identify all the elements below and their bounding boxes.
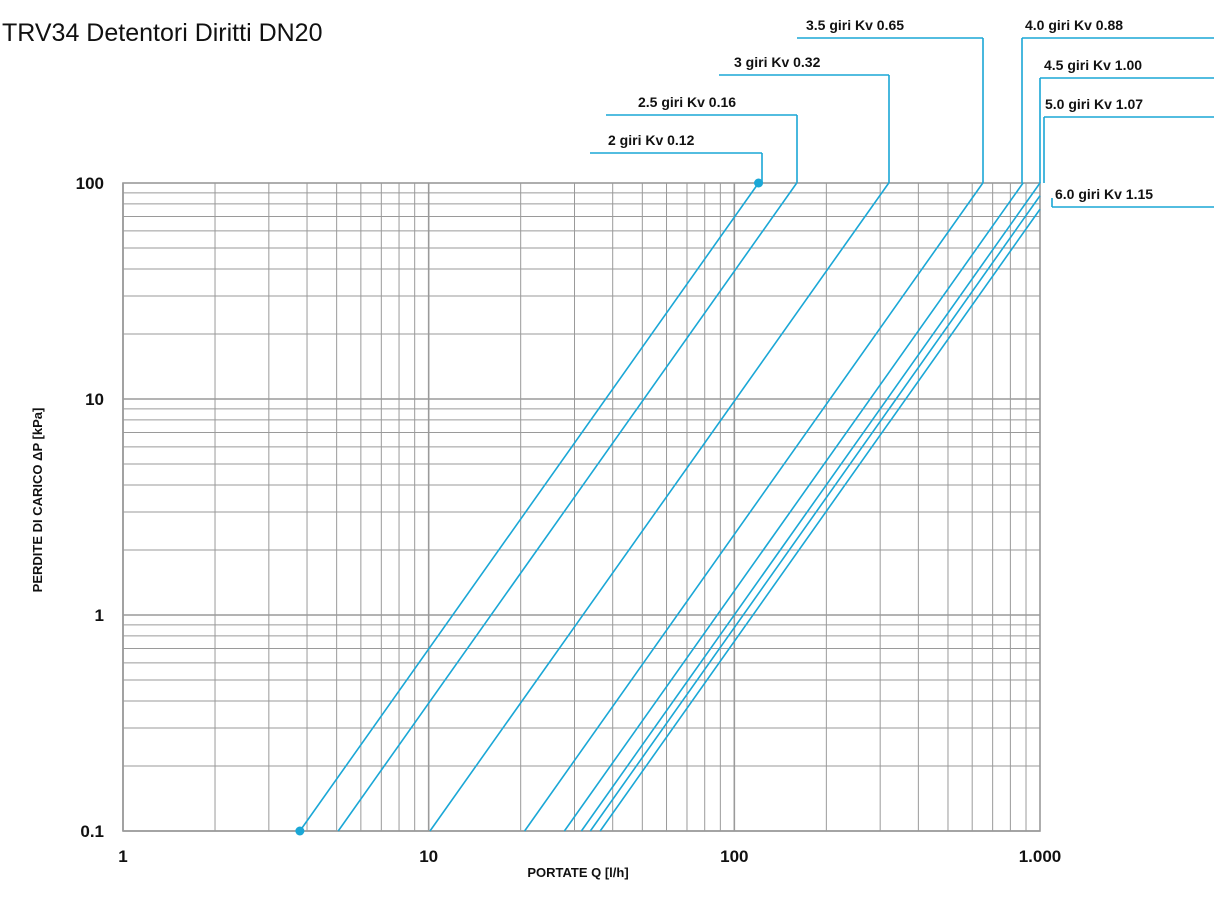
series-lines <box>299 182 1041 832</box>
plot-frame <box>122 182 1041 832</box>
y-tick-label: 1 <box>95 606 104 625</box>
series-line <box>523 182 984 832</box>
chart-title: TRV34 Detentori Diritti DN20 <box>2 19 322 47</box>
series-labels: 2 giri Kv 0.12 2.5 giri Kv 0.16 3 giri Kv … <box>608 17 1153 202</box>
grid <box>122 182 1041 832</box>
series-label: 4.0 giri Kv 0.88 <box>1025 17 1123 33</box>
series-label: 2 giri Kv 0.12 <box>608 132 695 148</box>
series-label: 6.0 giri Kv 1.15 <box>1055 186 1153 202</box>
x-tick-label: 100 <box>720 847 748 866</box>
series-markers <box>295 178 764 836</box>
series-line <box>429 182 890 832</box>
y-tick-label: 100 <box>76 174 104 193</box>
series-label: 3.5 giri Kv 0.65 <box>806 17 904 33</box>
series-line <box>580 182 1041 832</box>
series-line <box>563 182 1024 832</box>
series-line <box>599 208 1041 832</box>
y-tick-label: 10 <box>85 390 104 409</box>
series-label: 3 giri Kv 0.32 <box>734 54 821 70</box>
y-tick-label: 0.1 <box>80 822 104 841</box>
x-tick-label: 1 <box>118 847 127 866</box>
x-axis-label: PORTATE Q [l/h] <box>527 865 628 880</box>
series-marker <box>295 826 305 836</box>
series-label-leaders <box>590 37 1214 208</box>
series-label: 5.0 giri Kv 1.07 <box>1045 96 1143 112</box>
series-label: 4.5 giri Kv 1.00 <box>1044 57 1142 73</box>
x-tick-label: 10 <box>419 847 438 866</box>
series-label: 2.5 giri Kv 0.16 <box>638 94 736 110</box>
series-line <box>299 182 760 832</box>
tick-labels: 1 10 100 1.000 100 10 1 0.1 <box>76 174 1062 866</box>
series-line <box>589 195 1041 832</box>
series-marker <box>754 178 764 188</box>
series-line <box>337 182 798 832</box>
x-tick-label: 1.000 <box>1019 847 1062 866</box>
y-axis-label: PERDITE DI CARICO ΔP [kPa] <box>30 408 45 593</box>
